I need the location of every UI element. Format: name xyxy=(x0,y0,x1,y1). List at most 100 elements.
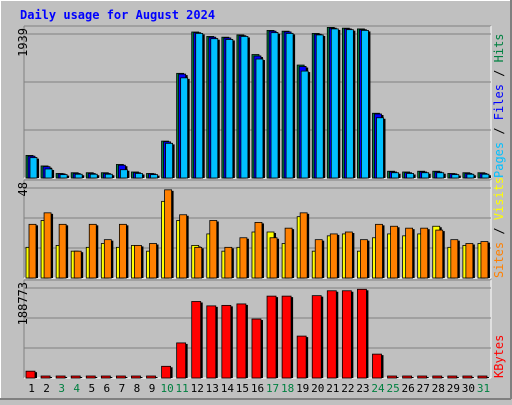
bar-sites-day-26 xyxy=(405,227,414,279)
bar-kbytes-day-20 xyxy=(311,295,322,379)
bar-sites-day-5 xyxy=(88,223,97,279)
x-tick-label-day-28: 28 xyxy=(432,382,445,395)
bar-sites-day-30 xyxy=(465,243,474,279)
x-tick-label-day-29: 29 xyxy=(447,382,460,395)
bar-sites-day-4 xyxy=(73,250,82,279)
x-tick-label-day-15: 15 xyxy=(236,382,249,395)
y-max-label-visits: 48 xyxy=(16,182,30,196)
bar-pages-day-14 xyxy=(225,39,234,179)
bar-pages-day-20 xyxy=(315,34,324,179)
bar-kbytes-day-18 xyxy=(281,295,292,379)
bar-sites-day-12 xyxy=(194,246,203,279)
x-tick-label-day-11: 11 xyxy=(176,382,189,395)
bar-pages-day-31 xyxy=(481,173,490,179)
bar-kbytes-day-21 xyxy=(326,290,337,379)
bar-kbytes-day-10 xyxy=(161,365,171,379)
panel-kbytes: 188773 KBytes xyxy=(16,279,506,379)
bar-sites-day-24 xyxy=(375,223,383,279)
x-tick-label-day-19: 19 xyxy=(296,382,309,395)
x-tick-label-day-1: 1 xyxy=(28,382,35,395)
bar-kbytes-day-1 xyxy=(25,370,36,379)
legend-hits: Pages / Files / Hits xyxy=(492,33,506,178)
bar-kbytes-day-28 xyxy=(432,375,443,379)
panel-visits: 48 Sites / Visits xyxy=(16,177,506,279)
legend-visits: Sites / Visits xyxy=(492,177,506,278)
bar-kbytes-day-11 xyxy=(176,342,187,379)
legend-entry-files: Files xyxy=(492,84,506,120)
bar-kbytes-day-3 xyxy=(55,375,66,379)
bar-sites-day-28 xyxy=(435,229,444,279)
bar-kbytes-day-26 xyxy=(402,375,413,379)
bar-sites-day-6 xyxy=(103,239,112,279)
legend-separator: / xyxy=(492,120,506,142)
bar-pages-day-3 xyxy=(59,174,68,179)
bar-pages-day-23 xyxy=(361,30,369,179)
x-tick-label-day-13: 13 xyxy=(206,382,219,395)
bar-kbytes-day-19 xyxy=(296,335,307,379)
x-tick-label-day-12: 12 xyxy=(191,382,204,395)
legend-separator: / xyxy=(492,62,506,84)
bar-kbytes-day-5 xyxy=(85,375,96,379)
bar-kbytes-day-14 xyxy=(221,304,232,379)
x-tick-label-day-21: 21 xyxy=(326,382,339,395)
bar-sites-day-11 xyxy=(179,214,188,279)
bar-kbytes-day-23 xyxy=(357,288,367,379)
bar-sites-day-2 xyxy=(43,212,52,279)
bar-pages-day-12 xyxy=(195,33,204,179)
x-tick-label-day-22: 22 xyxy=(341,382,354,395)
chart-title: Daily usage for August 2024 xyxy=(20,8,215,22)
bar-pages-day-17 xyxy=(270,32,279,179)
bar-sites-day-3 xyxy=(58,223,67,279)
series-sites xyxy=(28,189,490,279)
legend-entry-hits: Hits xyxy=(492,33,506,62)
y-max-label-hits: 1939 xyxy=(16,28,30,57)
bar-pages-day-6 xyxy=(104,173,113,179)
x-tick-label-day-8: 8 xyxy=(134,382,141,395)
bar-pages-day-19 xyxy=(300,70,309,179)
x-tick-label-day-25: 25 xyxy=(386,382,399,395)
bar-pages-day-21 xyxy=(330,28,339,179)
x-tick-label-day-23: 23 xyxy=(356,382,369,395)
bar-kbytes-day-27 xyxy=(417,375,428,379)
legend-entry-pages: Pages xyxy=(492,142,506,178)
series-pages xyxy=(29,28,491,179)
bar-pages-day-26 xyxy=(406,173,415,179)
bar-kbytes-day-9 xyxy=(146,375,156,379)
bar-kbytes-day-25 xyxy=(387,375,397,379)
bar-kbytes-day-16 xyxy=(251,318,262,379)
bar-kbytes-day-2 xyxy=(40,375,51,379)
bar-pages-day-4 xyxy=(74,173,83,179)
bar-sites-day-13 xyxy=(209,220,218,279)
x-tick-label-day-10: 10 xyxy=(160,382,173,395)
x-tick-label-day-27: 27 xyxy=(417,382,430,395)
bar-pages-day-10 xyxy=(165,142,173,179)
bar-sites-day-16 xyxy=(254,222,263,279)
bar-sites-day-1 xyxy=(28,223,37,279)
bar-pages-day-7 xyxy=(119,169,128,179)
bar-sites-day-31 xyxy=(480,241,489,279)
bar-pages-day-28 xyxy=(436,172,445,179)
bar-pages-day-27 xyxy=(421,172,430,179)
bar-kbytes-day-7 xyxy=(115,375,126,379)
x-tick-label-day-14: 14 xyxy=(221,382,235,395)
bar-sites-day-21 xyxy=(329,233,338,279)
series-kbytes xyxy=(25,288,489,379)
bar-sites-day-7 xyxy=(118,223,127,279)
bar-sites-day-25 xyxy=(390,225,398,279)
x-tick-label-day-5: 5 xyxy=(88,382,95,395)
x-tick-label-day-17: 17 xyxy=(266,382,279,395)
bar-pages-day-25 xyxy=(391,172,399,179)
bar-kbytes-day-4 xyxy=(70,375,81,379)
panel-hits: 1939 Pages / Files / Hits xyxy=(16,25,506,179)
bar-sites-day-22 xyxy=(344,231,353,279)
bar-kbytes-day-8 xyxy=(131,375,141,379)
bar-sites-day-9 xyxy=(149,243,157,279)
bar-kbytes-day-22 xyxy=(341,290,352,379)
bar-kbytes-day-17 xyxy=(266,295,277,379)
bar-sites-day-17 xyxy=(269,237,278,279)
x-tick-label-day-4: 4 xyxy=(73,382,80,395)
x-tick-label-day-18: 18 xyxy=(281,382,294,395)
bar-kbytes-day-31 xyxy=(477,375,488,379)
bar-pages-day-24 xyxy=(376,117,384,179)
